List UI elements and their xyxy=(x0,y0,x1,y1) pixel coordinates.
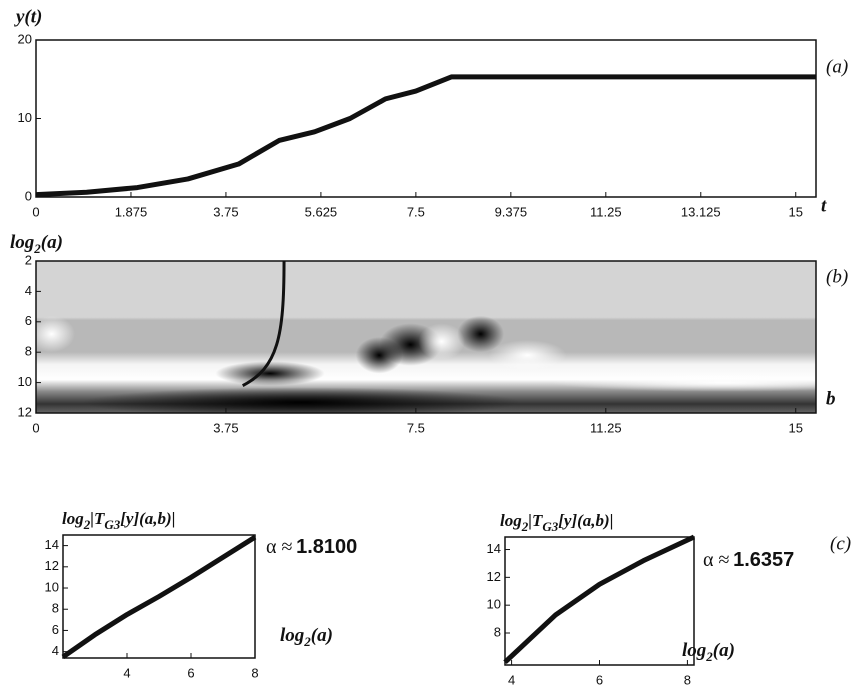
x-label: b xyxy=(826,388,836,409)
data-line xyxy=(61,535,257,659)
scalogram-blob xyxy=(82,387,520,413)
x-tick-label: 15 xyxy=(789,204,803,219)
plot-frame xyxy=(62,534,256,659)
x-tick-label: 6 xyxy=(187,665,194,680)
y-tick-label: 10 xyxy=(45,579,59,594)
x-tick-label: 8 xyxy=(684,672,691,687)
y-tick-label: 8 xyxy=(25,344,32,359)
x-tick-label: 4 xyxy=(508,672,515,687)
alpha-annotation: α ≈ 1.8100 xyxy=(266,536,357,559)
scalogram-layer xyxy=(36,261,816,413)
x-tick-label: 1.875 xyxy=(115,204,148,219)
panel-label: (c) xyxy=(830,533,851,554)
y-label: log2|TG3[y](a,b)| xyxy=(500,511,613,534)
y-tick-label: 10 xyxy=(18,110,32,125)
y-tick-label: 14 xyxy=(45,537,59,552)
ridge-curve xyxy=(242,261,286,387)
scalogram-blob xyxy=(215,361,325,386)
x-tick-label: 9.375 xyxy=(495,204,528,219)
plot-frame xyxy=(35,260,817,414)
plot-frame xyxy=(35,39,817,198)
x-tick-label: 7.5 xyxy=(407,204,425,219)
x-label: t xyxy=(821,195,827,216)
x-tick-label: 13.125 xyxy=(681,204,721,219)
y-tick-label: 10 xyxy=(18,374,32,389)
y-tick-label: 10 xyxy=(487,597,501,612)
x-tick-label: 8 xyxy=(251,665,258,680)
y-label: log2(a) xyxy=(10,232,63,256)
y-tick-label: 8 xyxy=(52,601,59,616)
y-tick-label: 14 xyxy=(487,541,501,556)
y-tick-label: 6 xyxy=(25,313,32,328)
scalogram-image xyxy=(36,261,816,413)
x-tick-label: 11.25 xyxy=(590,204,622,219)
scalogram-blob xyxy=(488,340,567,371)
x-label: log2(a) xyxy=(280,625,333,649)
x-tick-label: 0 xyxy=(32,204,39,219)
x-tick-label: 4 xyxy=(123,665,130,680)
plot-frame xyxy=(504,536,695,666)
x-tick-label: 11.25 xyxy=(590,420,622,435)
y-tick-label: 12 xyxy=(45,558,59,573)
x-tick-label: 3.75 xyxy=(213,204,238,219)
alpha-annotation: α ≈ 1.6357 xyxy=(703,549,794,572)
y-tick-label: 0 xyxy=(25,188,32,203)
y-tick-label: 4 xyxy=(25,283,32,298)
y-label: log2|TG3[y](a,b)| xyxy=(62,509,175,532)
scalogram-blob xyxy=(36,315,75,353)
x-tick-label: 0 xyxy=(32,420,39,435)
scalogram-blob xyxy=(550,373,816,392)
y-tick-label: 12 xyxy=(487,569,501,584)
x-tick-label: 6 xyxy=(596,672,603,687)
x-tick-label: 3.75 xyxy=(213,420,238,435)
scalogram-blob xyxy=(457,315,504,353)
x-tick-label: 7.5 xyxy=(407,420,425,435)
scalogram-blob xyxy=(418,323,465,360)
data-line xyxy=(35,74,816,198)
y-label: y(t) xyxy=(14,6,42,27)
panel-label: (a) xyxy=(826,56,848,77)
y-tick-label: 12 xyxy=(18,404,32,419)
y-tick-label: 2 xyxy=(25,252,32,267)
y-tick-label: 4 xyxy=(52,643,59,658)
y-tick-label: 6 xyxy=(52,622,59,637)
x-tick-label: 5.625 xyxy=(305,204,338,219)
data-line xyxy=(503,534,696,665)
panel-label: (b) xyxy=(826,266,848,287)
scalogram-blob xyxy=(355,337,403,374)
y-tick-label: 20 xyxy=(18,31,32,46)
x-label: log2(a) xyxy=(682,640,735,664)
x-tick-label: 15 xyxy=(789,420,803,435)
y-tick-label: 8 xyxy=(494,624,501,639)
